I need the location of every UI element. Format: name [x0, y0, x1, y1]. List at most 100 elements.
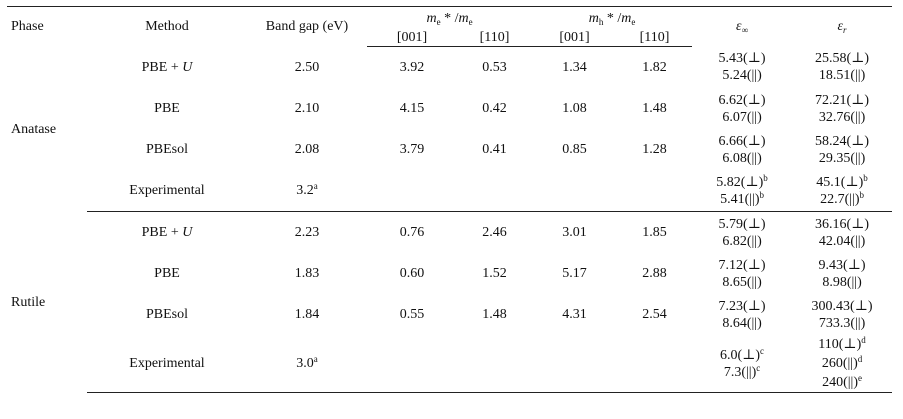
eps-r-cell: 9.43(⊥) 8.98(||) — [792, 253, 892, 294]
mass-me110-cell: 0.41 — [482, 142, 507, 157]
method-cell: Experimental — [87, 170, 247, 212]
phase-label: Anatase — [11, 121, 57, 137]
header-electron-mass: me * /me — [426, 10, 473, 27]
band-gap-cell: 2.08 — [247, 129, 367, 170]
mass-me001-cell: 3.79 — [399, 142, 425, 157]
eps-r-line: 36.16(⊥) — [792, 216, 892, 233]
footnote-mark: b — [763, 172, 768, 183]
eps-r-line: 32.76(||) — [792, 109, 892, 126]
eps-inf-value: 6.07(||) — [722, 109, 762, 125]
mass-mh110-cell: 1.82 — [642, 60, 667, 75]
eps-inf-cell: 7.12(⊥) 8.65(||) — [692, 253, 792, 294]
eps-r-line: 260(||)d — [792, 354, 892, 373]
band-gap-value: 1.83 — [294, 266, 320, 281]
band-gap-cell: 3.0a — [247, 335, 367, 393]
eps-r-line: 25.58(⊥) — [792, 50, 892, 67]
eps-inf-line: 6.66(⊥) — [692, 133, 792, 150]
mass-mh001-cell — [532, 335, 618, 393]
header-eps-r: εr — [837, 19, 847, 36]
footnote-mark: b — [759, 189, 765, 200]
eps-inf-line: 6.08(||) — [692, 150, 792, 167]
method-label: PBE + — [141, 225, 183, 240]
eps-inf-line: 5.24(||) — [692, 67, 792, 84]
eps-r-cell: 110(⊥)d 260(||)d 240(||)e — [792, 335, 893, 393]
mass-me001-cell: 3.92 — [399, 60, 425, 75]
method-label: PBE — [154, 266, 180, 281]
header-mh-001: [001] — [532, 29, 618, 47]
phase-label: Rutile — [11, 294, 46, 310]
eps-inf-line: 7.12(⊥) — [692, 257, 792, 274]
eps-r-line: 240(||)e — [792, 373, 892, 392]
footnote-mark: c — [760, 345, 765, 356]
method-label: Experimental — [129, 183, 205, 198]
mass-mh110-cell: 2.54 — [642, 307, 667, 322]
eps-inf-cell: 5.82(⊥)b 5.41(||)b — [692, 170, 793, 212]
header-hole-mass: mh * /me — [588, 10, 636, 27]
footnote-mark: b — [863, 172, 868, 183]
eps-inf-line: 5.79(⊥) — [692, 216, 792, 233]
eps-inf-line: 5.82(⊥)b — [692, 172, 792, 191]
eps-r-value: 42.04(||) — [818, 233, 866, 249]
eps-r-value: 8.98(||) — [822, 274, 862, 290]
mass-me110-cell: 1.52 — [482, 266, 507, 281]
header-band-gap: Band gap (eV) — [265, 19, 349, 35]
band-gap-value: 2.08 — [294, 142, 320, 157]
eps-r-value: 300.43(⊥) — [811, 298, 873, 314]
eps-inf-line: 8.65(||) — [692, 274, 792, 291]
eps-inf-value: 5.82(⊥) — [716, 174, 764, 190]
eps-inf-cell: 6.66(⊥) 6.08(||) — [692, 129, 792, 170]
eps-r-value: 29.35(||) — [818, 150, 866, 166]
header-eps-inf: ε∞ — [736, 19, 748, 36]
eps-inf-line: 6.82(||) — [692, 233, 792, 250]
eps-r-line: 58.24(⊥) — [792, 133, 892, 150]
eps-inf-value: 7.23(⊥) — [718, 298, 766, 314]
mass-mh001-cell: 0.85 — [562, 142, 587, 157]
method-label: PBE — [154, 101, 180, 116]
rutile-section: Rutile PBE + U 2.23 0.76 2.46 3.01 1.85 5.79(⊥)… — [7, 212, 893, 393]
header-method: Method — [145, 19, 189, 35]
eps-r-value: 36.16(⊥) — [815, 216, 870, 232]
table-header: Phase Method Band gap (eV) me * /me mh *… — [7, 6, 893, 47]
footnote-mark: d — [861, 335, 866, 345]
eps-r-value: 72.21(⊥) — [815, 92, 870, 108]
header-mh-110: [110] — [617, 29, 693, 47]
properties-table: Phase Method Band gap (eV) me * /me mh *… — [7, 6, 893, 393]
mass-mh110-cell: 1.85 — [642, 225, 667, 240]
method-label: Experimental — [129, 356, 205, 371]
eps-inf-value: 5.43(⊥) — [718, 51, 766, 67]
method-cell: PBE — [87, 88, 247, 129]
band-gap-cell: 2.50 — [247, 47, 367, 89]
eps-inf-line: 6.62(⊥) — [692, 92, 792, 109]
eps-inf-value: 7.12(⊥) — [718, 257, 766, 273]
method-label: PBEsol — [145, 142, 188, 157]
mass-me110-cell: 0.42 — [482, 101, 507, 116]
mass-mh001-cell — [532, 170, 618, 212]
mass-mh110-cell — [617, 335, 693, 393]
mass-me001-cell — [367, 170, 457, 212]
eps-r-cell: 25.58(⊥) 18.51(||) — [792, 47, 892, 89]
band-gap-value: 2.23 — [294, 225, 320, 240]
mass-me001-cell: 0.60 — [399, 266, 425, 281]
mass-mh001-cell: 1.08 — [562, 101, 587, 116]
mass-mh110-cell: 1.48 — [642, 101, 667, 116]
method-cell: PBEsol — [87, 129, 247, 170]
header-me-001: [001] — [367, 29, 457, 47]
eps-r-line: 9.43(⊥) — [792, 257, 892, 274]
header-phase: Phase — [11, 19, 44, 35]
eps-r-value: 18.51(||) — [818, 68, 866, 84]
eps-r-value: 25.58(⊥) — [815, 51, 870, 67]
mass-mh001-cell: 4.31 — [562, 307, 587, 322]
method-cell: PBEsol — [87, 294, 247, 335]
eps-inf-value: 5.79(⊥) — [718, 216, 766, 232]
eps-inf-value: 5.41(||) — [720, 191, 760, 207]
band-gap-cell: 1.84 — [247, 294, 367, 335]
eps-r-value: 260(||) — [821, 356, 858, 371]
mass-me110-cell: 1.48 — [482, 307, 507, 322]
method-label-italic: U — [182, 59, 193, 75]
table-row: PBEsol 2.08 3.79 0.41 0.85 1.28 6.66(⊥) 6.08(||… — [7, 129, 892, 170]
eps-r-line: 45.1(⊥)b — [792, 172, 892, 191]
mass-mh110-cell: 2.88 — [642, 266, 667, 281]
eps-r-line: 29.35(||) — [792, 150, 892, 167]
eps-r-line: 8.98(||) — [792, 274, 892, 291]
eps-r-line: 300.43(⊥) — [792, 298, 892, 315]
